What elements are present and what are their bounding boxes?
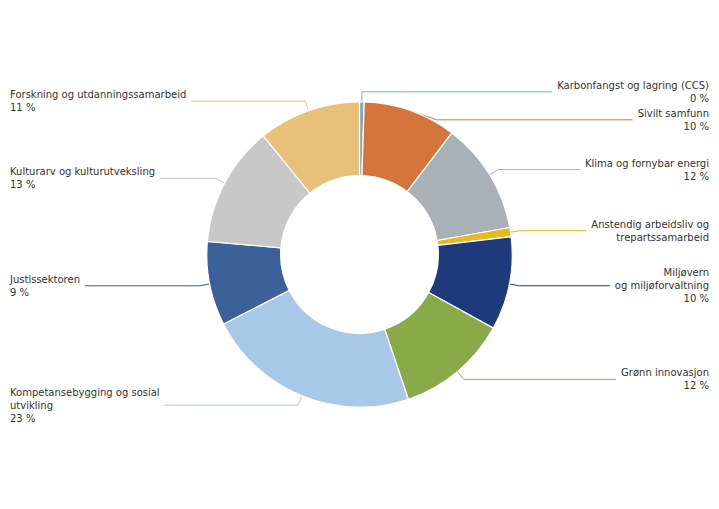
svg-text:10 %: 10 % bbox=[684, 121, 709, 132]
svg-text:11 %: 11 % bbox=[10, 102, 35, 113]
svg-text:12 %: 12 % bbox=[684, 171, 709, 182]
svg-text:12 %: 12 % bbox=[684, 380, 709, 391]
svg-text:Forskning og utdanningssamarbe: Forskning og utdanningssamarbeid bbox=[10, 89, 186, 100]
svg-text:Grønn innovasjon: Grønn innovasjon bbox=[621, 367, 709, 378]
svg-text:10 %: 10 % bbox=[684, 293, 709, 304]
svg-text:Miljøvern: Miljøvern bbox=[664, 267, 709, 278]
svg-text:Justissektoren: Justissektoren bbox=[9, 274, 80, 285]
svg-text:13 %: 13 % bbox=[10, 179, 35, 190]
svg-text:utvikling: utvikling bbox=[10, 400, 53, 411]
svg-text:Kompetansebygging og sosial: Kompetansebygging og sosial bbox=[10, 387, 160, 398]
svg-text:Klima og fornybar energi: Klima og fornybar energi bbox=[585, 158, 709, 169]
svg-text:9 %: 9 % bbox=[10, 287, 29, 298]
svg-text:Karbonfangst og lagring (CCS): Karbonfangst og lagring (CCS) bbox=[557, 80, 709, 91]
svg-text:23 %: 23 % bbox=[10, 413, 35, 424]
svg-text:Kulturarv og kulturutveksling: Kulturarv og kulturutveksling bbox=[10, 166, 155, 177]
svg-text:Anstendig arbeidsliv og: Anstendig arbeidsliv og bbox=[591, 219, 709, 230]
svg-text:og miljøforvaltning: og miljøforvaltning bbox=[615, 280, 709, 291]
svg-text:Sivilt samfunn: Sivilt samfunn bbox=[638, 108, 709, 119]
svg-text:0 %: 0 % bbox=[690, 93, 709, 104]
svg-text:trepartssamarbeid: trepartssamarbeid bbox=[616, 232, 709, 243]
